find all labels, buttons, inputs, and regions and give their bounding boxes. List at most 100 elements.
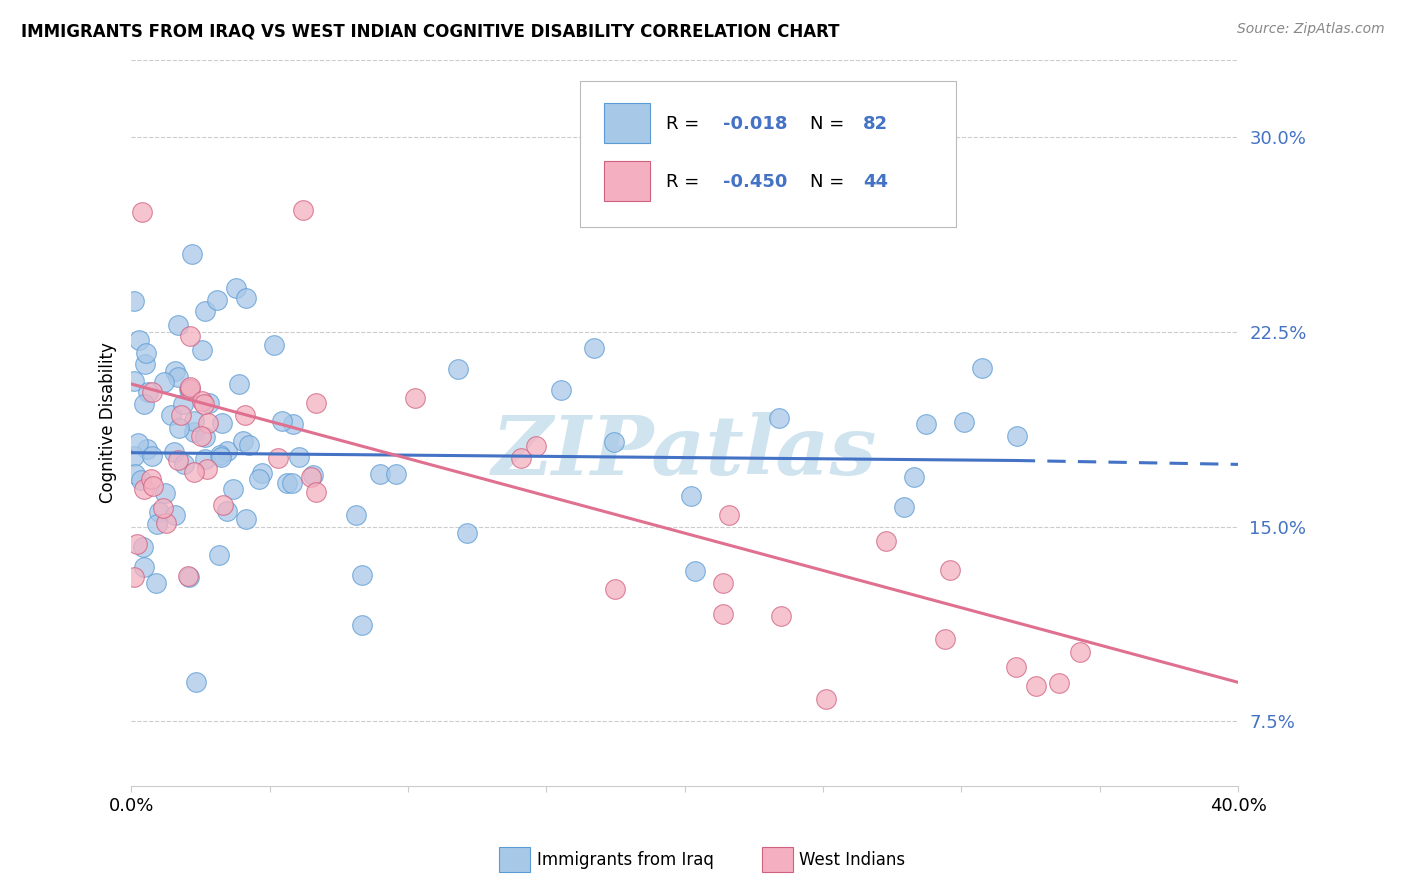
Point — [142, 479, 165, 493]
Point — [163, 508, 186, 523]
Point — [1005, 429, 1028, 443]
Point — [235, 291, 257, 305]
Point — [173, 457, 195, 471]
Point — [291, 203, 314, 218]
Point — [138, 384, 160, 399]
Point — [276, 475, 298, 490]
Text: 82: 82 — [863, 114, 889, 133]
Point — [183, 425, 205, 439]
Point — [155, 516, 177, 530]
Point — [139, 472, 162, 486]
Point — [131, 540, 153, 554]
Point — [191, 394, 214, 409]
Point — [205, 293, 228, 307]
Text: N =: N = — [810, 173, 849, 191]
Point — [127, 536, 149, 550]
Point — [211, 416, 233, 430]
Point — [197, 416, 219, 430]
Point — [770, 609, 793, 624]
Point — [145, 575, 167, 590]
Point — [136, 442, 159, 456]
Point — [711, 607, 734, 621]
Point — [305, 396, 328, 410]
Text: -0.018: -0.018 — [724, 114, 787, 133]
Point — [238, 438, 260, 452]
Point — [603, 434, 626, 449]
Point — [711, 575, 734, 590]
Point — [209, 450, 232, 465]
Text: Source: ZipAtlas.com: Source: ZipAtlas.com — [1237, 22, 1385, 37]
Point — [186, 675, 208, 690]
Text: N =: N = — [810, 114, 849, 133]
Point — [344, 508, 367, 523]
Point — [267, 450, 290, 465]
Point — [134, 357, 156, 371]
Point — [146, 516, 169, 531]
Point — [179, 328, 201, 343]
Point — [183, 414, 205, 428]
Point — [179, 570, 201, 584]
Point — [179, 379, 201, 393]
Point — [263, 338, 285, 352]
FancyBboxPatch shape — [605, 161, 651, 202]
Point — [352, 568, 374, 582]
Point — [129, 473, 152, 487]
Point — [221, 483, 243, 497]
Point — [225, 281, 247, 295]
Text: Immigrants from Iraq: Immigrants from Iraq — [537, 851, 714, 869]
Point — [166, 370, 188, 384]
Point — [122, 374, 145, 388]
Point — [166, 453, 188, 467]
Point — [934, 632, 956, 646]
Point — [193, 397, 215, 411]
Point — [153, 375, 176, 389]
Point — [510, 450, 533, 465]
Point — [163, 364, 186, 378]
Point — [191, 343, 214, 357]
Point — [679, 489, 702, 503]
Point — [1047, 675, 1070, 690]
Point — [141, 384, 163, 399]
Point — [181, 247, 204, 261]
Point — [212, 498, 235, 512]
Text: -0.450: -0.450 — [724, 173, 787, 191]
Point — [141, 449, 163, 463]
Point — [209, 448, 232, 462]
Point — [179, 382, 201, 396]
Point — [148, 505, 170, 519]
Point — [302, 467, 325, 482]
Point — [170, 408, 193, 422]
Point — [197, 462, 219, 476]
Point — [193, 452, 215, 467]
Point — [163, 444, 186, 458]
Y-axis label: Cognitive Disability: Cognitive Disability — [100, 343, 117, 503]
Point — [183, 465, 205, 479]
FancyBboxPatch shape — [579, 81, 956, 227]
Point — [132, 397, 155, 411]
Point — [550, 383, 572, 397]
Text: R =: R = — [666, 114, 704, 133]
Point — [232, 434, 254, 449]
Text: 44: 44 — [863, 173, 889, 191]
Point — [250, 466, 273, 480]
Point — [582, 341, 605, 355]
Point — [447, 362, 470, 376]
Point — [135, 346, 157, 360]
Point — [939, 563, 962, 577]
Point — [352, 618, 374, 632]
Point — [914, 417, 936, 432]
Point — [122, 294, 145, 309]
Point — [287, 450, 309, 465]
Point — [404, 392, 426, 406]
Point — [247, 472, 270, 486]
Point — [160, 408, 183, 422]
Point — [903, 470, 925, 484]
Point — [134, 560, 156, 574]
Point — [815, 692, 838, 706]
Point — [385, 467, 408, 481]
Point — [233, 408, 256, 422]
Point — [768, 411, 790, 425]
Point — [152, 500, 174, 515]
FancyBboxPatch shape — [605, 103, 651, 143]
Point — [875, 533, 897, 548]
